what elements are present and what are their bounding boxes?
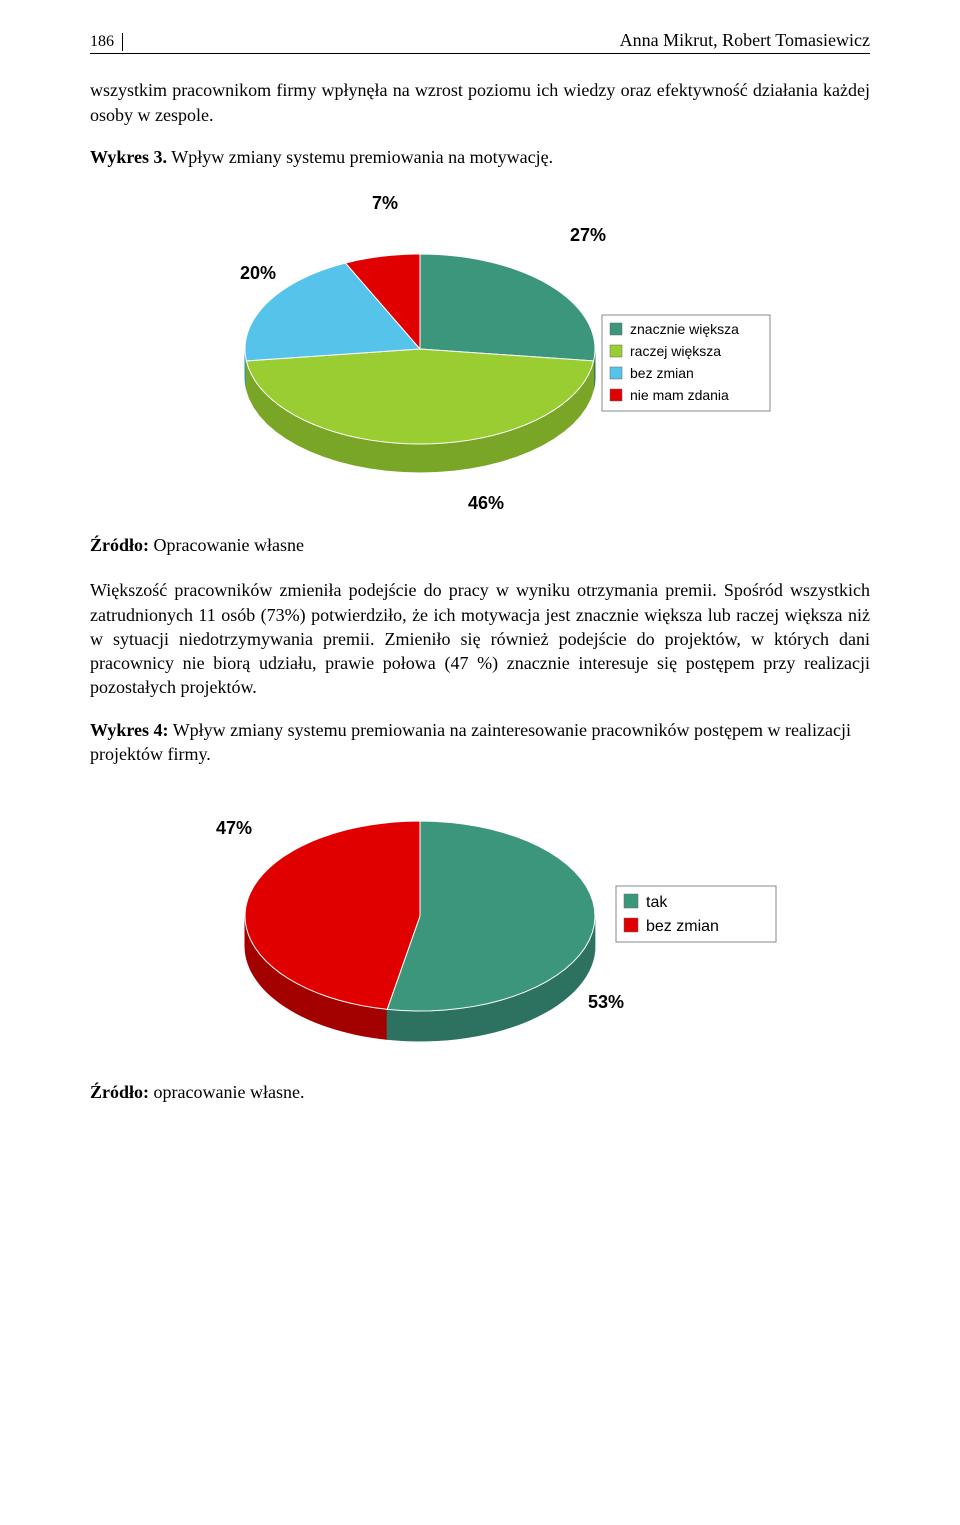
chart2-pie: 53% 47% tak bez zmian [90,776,870,1076]
legend-label: znacznie większa [630,321,739,337]
chart1-source-label: Źródło: [90,535,149,555]
pie-pct-label: 27% [570,225,606,245]
pie-pct-label: 20% [240,263,276,283]
page-header: 186 Anna Mikrut, Robert Tomasiewicz [90,30,870,54]
body-paragraph-2: Większość pracowników zmieniła podejście… [90,578,870,699]
legend-swatch [610,323,622,335]
pie-pct-label: 53% [588,992,624,1012]
chart2-source: Źródło: opracowanie własne. [90,1082,870,1103]
chart1-caption: Wykres 3. Wpływ zmiany systemu premiowan… [90,145,870,169]
chart1-caption-text: Wpływ zmiany systemu premiowania na moty… [171,147,553,167]
chart2-caption-label: Wykres 4: [90,720,169,740]
pie-pct-label: 7% [372,193,398,213]
chart2-source-label: Źródło: [90,1082,149,1102]
author-names: Anna Mikrut, Robert Tomasiewicz [620,30,870,51]
legend-label: tak [646,894,668,911]
legend-label: bez zmian [646,918,719,935]
pie-pct-label: 46% [468,493,504,513]
legend-label: raczej większa [630,343,721,359]
legend-label: nie mam zdania [630,387,729,403]
page-number: 186 [90,33,131,51]
intro-paragraph: wszystkim pracownikom firmy wpłynęła na … [90,78,870,127]
chart2-caption-text: Wpływ zmiany systemu premiowania na zain… [90,720,851,764]
legend-swatch [624,894,638,908]
chart1-source: Źródło: Opracowanie własne [90,535,870,556]
chart1-source-text: Opracowanie własne [154,535,304,555]
legend-swatch [624,918,638,932]
chart1-pie: 27% 46% 20% 7% znacznie większa raczej większ… [90,179,870,529]
pie-slice [420,254,595,361]
pie-pct-label: 47% [216,818,252,838]
chart1-caption-label: Wykres 3. [90,147,167,167]
legend-swatch [610,367,622,379]
chart2-caption: Wykres 4: Wpływ zmiany systemu premiowan… [90,718,870,767]
legend-swatch [610,389,622,401]
legend-swatch [610,345,622,357]
legend-label: bez zmian [630,365,694,381]
chart2-source-text: opracowanie własne. [154,1082,305,1102]
